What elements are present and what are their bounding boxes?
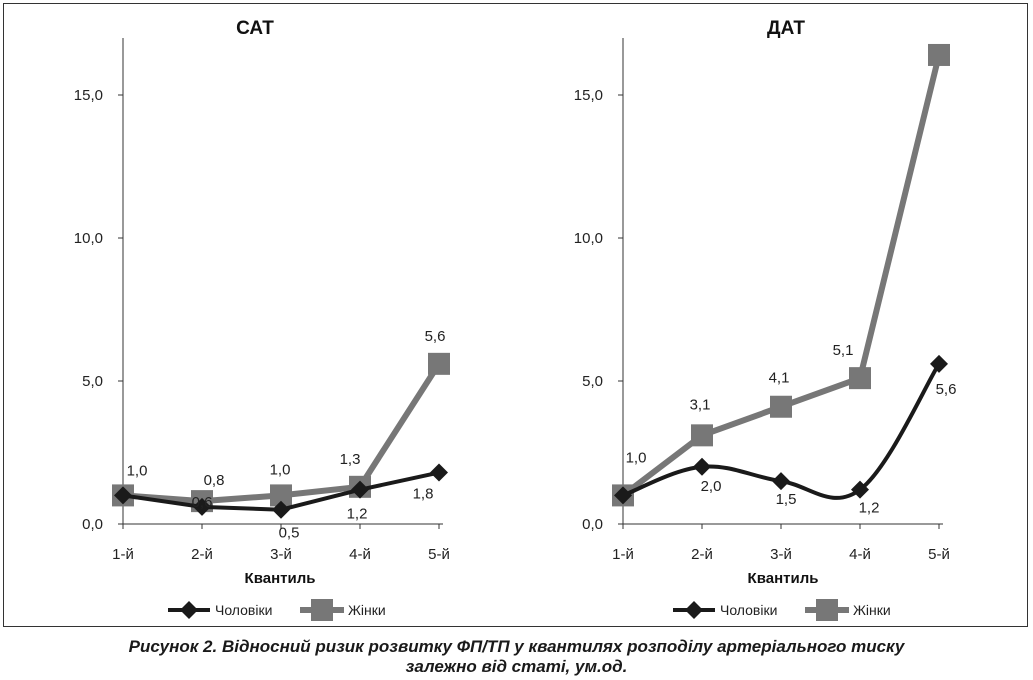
data-point-men (693, 457, 711, 476)
data-point-men (114, 486, 132, 505)
legend-marker-women (311, 599, 333, 621)
series-line-women (122, 362, 442, 505)
data-label-men: 1,8 (413, 486, 434, 503)
x-axis-label: Квантиль (748, 570, 819, 587)
x-tick-label: 5-й (928, 546, 950, 563)
charts-canvas: САТ 0,0 5,0 10,0 15,0 1-й 2-й 3-й 4-й 5-й Квантиль… (74, 18, 957, 621)
data-point-men (272, 500, 290, 519)
data-label-women: 5,1 (833, 342, 854, 359)
chart-title: ДАТ (767, 18, 805, 39)
data-label-women: 3,1 (690, 396, 711, 413)
x-tick-label: 3-й (270, 546, 292, 563)
data-point-men (851, 480, 869, 499)
series-line-women (621, 54, 942, 498)
y-tick-label: 15,0 (74, 87, 103, 104)
legend-marker-men (685, 601, 703, 619)
y-tick-label: 0,0 (582, 516, 603, 533)
x-tick-label: 1-й (112, 546, 134, 563)
data-label-women: 0,8 (204, 472, 225, 489)
y-tick-label: 5,0 (82, 373, 103, 390)
x-tick-label: 4-й (349, 546, 371, 563)
data-label-women: 1,0 (127, 462, 148, 479)
x-tick-label: 4-й (849, 546, 871, 563)
data-point-men (930, 354, 948, 373)
x-tick-label: 2-й (191, 546, 213, 563)
figure-frame (3, 3, 1028, 627)
data-label-men: 2,0 (701, 478, 722, 495)
data-point-women (270, 484, 292, 507)
data-point-men (772, 472, 790, 491)
legend: Чоловіки Жінки (673, 599, 891, 621)
x-tick-label: 2-й (691, 546, 713, 563)
chart-1: САТ 0,0 5,0 10,0 15,0 1-й 2-й 3-й 4-й 5-й Квантиль… (74, 18, 450, 621)
data-point-men (351, 480, 369, 499)
data-label-women: 1,3 (340, 451, 361, 468)
y-tick-label: 15,0 (574, 87, 603, 104)
legend-label-men: Чоловіки (720, 602, 777, 618)
data-label-men: 1,2 (859, 500, 880, 517)
data-point-women (849, 367, 871, 390)
data-label-men: 0,6 (192, 494, 213, 511)
data-label-men: 1,5 (776, 491, 797, 508)
data-label-women: 5,6 (425, 328, 446, 345)
figure-caption-line-1: Рисунок 2. Відносний ризик розвитку ФП/Т… (128, 637, 905, 656)
data-label-men: 0,5 (279, 525, 300, 542)
data-point-women (928, 43, 950, 66)
data-point-women (770, 395, 792, 418)
data-point-women (428, 352, 450, 375)
legend-marker-men (180, 601, 198, 619)
data-label-women: 1,0 (270, 461, 291, 478)
legend-marker-women (816, 599, 838, 621)
y-tick-label: 0,0 (82, 516, 103, 533)
figure-caption-line-2: залежно від статі, ум.од. (405, 657, 628, 676)
data-point-men (614, 486, 632, 505)
x-axis-label: Квантиль (245, 570, 316, 587)
y-tick-label: 10,0 (574, 230, 603, 247)
legend-label-men: Чоловіки (215, 602, 272, 618)
chart-title: САТ (236, 18, 274, 39)
data-label-women: 1,0 (626, 449, 647, 466)
data-label-men: 1,2 (347, 506, 368, 523)
data-label-men: 5,6 (936, 381, 957, 398)
x-tick-label: 1-й (612, 546, 634, 563)
x-tick-label: 3-й (770, 546, 792, 563)
data-point-women (691, 424, 713, 447)
y-tick-label: 10,0 (74, 230, 103, 247)
legend-label-women: Жінки (348, 602, 386, 618)
legend: Чоловіки Жінки (168, 599, 386, 621)
legend-label-women: Жінки (853, 602, 891, 618)
y-tick-label: 5,0 (582, 373, 603, 390)
data-label-women: 4,1 (769, 370, 790, 387)
x-tick-label: 5-й (428, 546, 450, 563)
chart-2: ДАТ 0,0 5,0 10,0 15,0 1-й 2-й 3-й 4-й 5-й Квантиль… (574, 18, 957, 621)
data-point-men (193, 497, 211, 516)
data-point-men (430, 463, 448, 482)
